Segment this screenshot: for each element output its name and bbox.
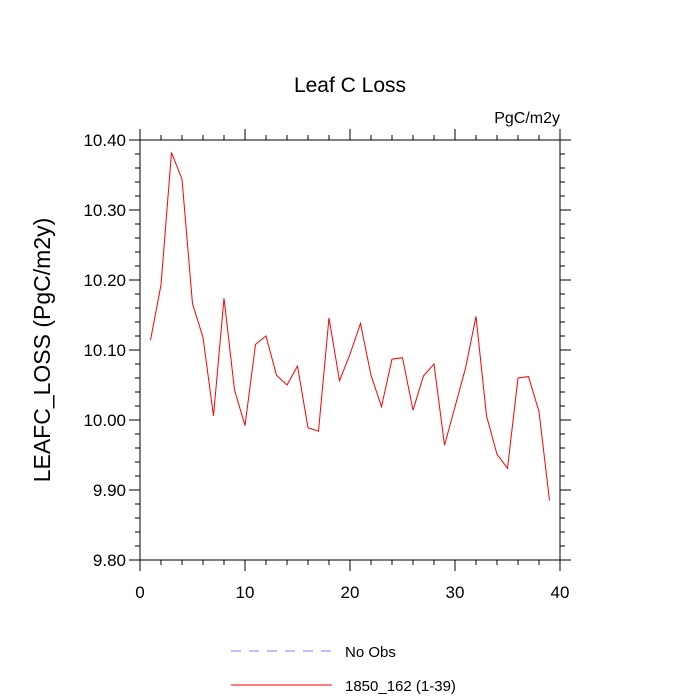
legend-label-no-obs: No Obs <box>345 644 396 661</box>
plot-frame <box>139 139 561 561</box>
y-tick-label: 10.00 <box>83 411 126 430</box>
axis-ticks <box>129 129 571 571</box>
x-tick-label: 20 <box>341 583 360 602</box>
series-layer <box>150 152 550 501</box>
x-tick-label: 10 <box>236 583 255 602</box>
x-tick-label: 0 <box>135 583 144 602</box>
chart-title: Leaf C Loss <box>294 74 406 97</box>
legend-label-1850-162: 1850_162 (1-39) <box>345 678 456 695</box>
y-tick-label: 10.20 <box>83 271 126 290</box>
x-tick-label: 40 <box>551 583 570 602</box>
y-tick-label: 10.40 <box>83 131 126 150</box>
y-axis-label: LEAFC_LOSS (PgC/m2y) <box>29 218 55 483</box>
y-tick-label: 9.90 <box>93 481 126 500</box>
x-tick-label: 30 <box>446 583 465 602</box>
y-tick-label: 9.80 <box>93 551 126 570</box>
series-line-1850-162 <box>150 152 550 501</box>
axis-tick-labels: 9.80 9.90 10.00 10.10 10.20 10.30 10.40 0 10 20 30… <box>83 131 569 602</box>
y-tick-label: 10.30 <box>83 201 126 220</box>
legend: No Obs 1850_162 (1-39) <box>231 644 456 695</box>
units-label: PgC/m2y <box>494 110 560 127</box>
y-tick-label: 10.10 <box>83 341 126 360</box>
